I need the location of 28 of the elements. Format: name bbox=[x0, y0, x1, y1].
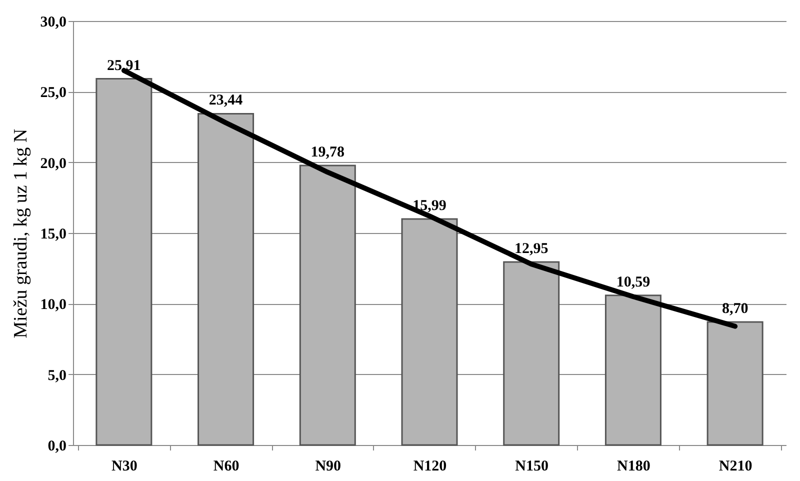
y-tick-label: 15,0 bbox=[40, 226, 66, 242]
data-label: 19,78 bbox=[310, 144, 345, 160]
y-tick-label: 5,0 bbox=[48, 368, 66, 384]
bar bbox=[96, 78, 152, 446]
data-label: 12,95 bbox=[514, 240, 548, 257]
x-tick-label: N90 bbox=[315, 458, 342, 474]
bar bbox=[401, 218, 458, 446]
y-tick-label: 0,0 bbox=[48, 438, 66, 454]
y-tick-label: 30,0 bbox=[40, 14, 66, 30]
data-label: 25,91 bbox=[107, 58, 141, 74]
y-tick-label: 10,0 bbox=[40, 297, 66, 314]
y-tick-label: 20,0 bbox=[40, 156, 66, 172]
bar bbox=[503, 261, 560, 446]
y-tick-label: 25,0 bbox=[40, 85, 66, 102]
x-tick-label: N180 bbox=[617, 458, 650, 474]
bar bbox=[198, 112, 254, 446]
bar bbox=[604, 294, 662, 446]
bar bbox=[706, 321, 764, 446]
bar bbox=[299, 164, 356, 446]
data-label: 23,44 bbox=[208, 92, 244, 109]
x-tick-label: N150 bbox=[515, 458, 549, 474]
x-tick-label: N30 bbox=[112, 458, 138, 474]
x-tick-label: N60 bbox=[213, 458, 240, 474]
data-label: 10,59 bbox=[616, 274, 650, 290]
x-tick-label: N120 bbox=[413, 458, 447, 474]
x-tick-label: N210 bbox=[718, 458, 752, 474]
data-label: 8,70 bbox=[722, 301, 748, 318]
y-axis-title: Miežu graudi, kg uz 1 kg N bbox=[10, 128, 32, 338]
